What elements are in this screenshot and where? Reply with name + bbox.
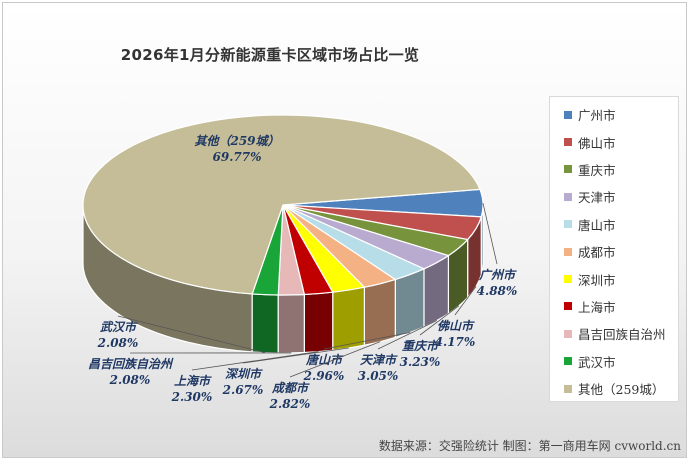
source-footer: 数据来源：交强险统计 制图：第一商用车网 cvworld.cn	[378, 439, 681, 453]
data-label-name-9: 武汉市	[100, 320, 138, 334]
data-label-name-0: 广州市	[478, 268, 517, 282]
legend-item: 广州市	[550, 101, 678, 128]
legend-label: 重庆市	[578, 162, 616, 178]
legend-item: 其他（259城）	[550, 375, 678, 402]
legend-item: 上海市	[550, 293, 678, 320]
legend-label: 深圳市	[578, 272, 616, 288]
data-label-value-5: 2.82%	[269, 397, 311, 411]
legend-item: 佛山市	[550, 128, 678, 155]
leader-line-5	[289, 341, 381, 378]
legend-swatch	[564, 192, 572, 201]
legend: 广州市佛山市重庆市天津市唐山市成都市深圳市上海市昌吉回族自治州 武汉市其他（259…	[549, 96, 679, 402]
legend-swatch	[564, 110, 572, 119]
leader-line-7	[191, 351, 319, 371]
legend-item: 重庆市	[550, 156, 678, 183]
legend-item: 成都市	[550, 238, 678, 265]
data-label-name-7: 上海市	[174, 374, 212, 388]
data-label-name-4: 唐山市	[305, 353, 344, 367]
legend-swatch	[564, 384, 572, 393]
data-label-value-6: 2.67%	[222, 383, 264, 397]
data-label-value-4: 2.96%	[303, 369, 345, 383]
leader-line-4	[323, 332, 411, 350]
leader-line-3	[377, 320, 438, 350]
data-label-name-1: 佛山市	[437, 319, 475, 333]
data-label-name-8: 昌吉回族自治州	[88, 357, 174, 371]
legend-label: 其他（259城）	[578, 382, 665, 398]
legend-swatch	[564, 220, 572, 229]
slice-4-side	[394, 267, 425, 339]
legend-swatch	[564, 247, 572, 256]
chart-title: 2026年1月分新能源重卡区域市场占比一览	[120, 46, 420, 64]
slice-5-side	[363, 278, 396, 346]
legend-item: 天津市	[550, 183, 678, 210]
legend-label: 昌吉回族自治州	[578, 327, 666, 343]
leader-line-2	[419, 305, 460, 336]
legend-item: 唐山市	[550, 211, 678, 238]
slice-6-side	[332, 286, 365, 351]
slice-9-side	[251, 293, 279, 354]
legend-swatch	[564, 275, 572, 284]
data-label-name-6: 深圳市	[225, 367, 263, 381]
legend-label: 唐山市	[578, 217, 616, 233]
slice-10	[82, 114, 481, 295]
legend-swatch	[564, 138, 572, 147]
legend-item: 深圳市	[550, 265, 678, 292]
legend-item: 武汉市	[550, 348, 678, 375]
legend-swatch	[564, 302, 572, 311]
data-label-value-8: 2.08%	[109, 373, 151, 387]
data-label-value-10: 69.77%	[213, 150, 262, 164]
legend-item: 昌吉回族自治州	[550, 320, 678, 347]
leader-line-9	[117, 315, 266, 354]
data-label-name-10: 其他（259城）	[194, 134, 279, 148]
data-label-name-5: 成都市	[271, 381, 310, 395]
legend-label: 天津市	[578, 190, 616, 206]
data-label-value-7: 2.30%	[171, 390, 213, 404]
legend-label: 上海市	[578, 299, 616, 315]
data-label-value-2: 3.23%	[400, 355, 441, 369]
data-label-value-1: 4.17%	[435, 335, 476, 349]
legend-label: 成都市	[578, 245, 616, 261]
data-label-value-9: 2.08%	[97, 336, 139, 350]
slice-7-side	[303, 291, 334, 354]
data-label-name-3: 天津市	[360, 353, 398, 367]
legend-swatch	[564, 165, 572, 174]
data-label-name-2: 重庆市	[402, 339, 440, 353]
slice-8-side	[277, 293, 305, 354]
legend-label: 广州市	[578, 108, 616, 124]
leader-line-1	[454, 286, 477, 316]
data-label-value-0: 4.88%	[477, 284, 518, 298]
leader-line-6	[242, 347, 349, 364]
legend-label: 佛山市	[578, 135, 616, 151]
legend-label: 武汉市	[578, 354, 616, 370]
data-label-value-3: 3.05%	[358, 369, 399, 383]
legend-swatch	[564, 329, 572, 338]
leader-line-0	[482, 202, 498, 265]
legend-swatch	[564, 357, 572, 366]
